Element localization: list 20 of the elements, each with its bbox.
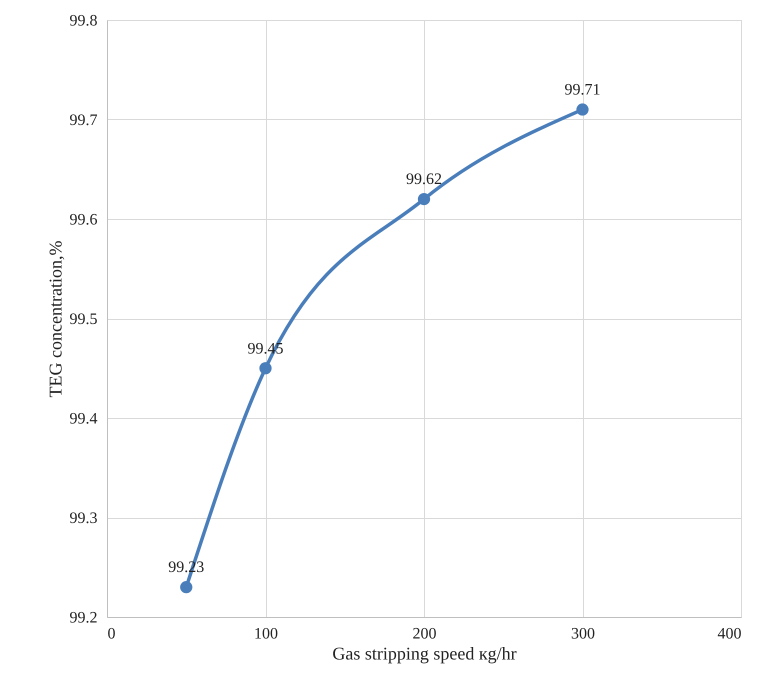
point [576,103,589,116]
point [180,581,192,594]
y-tick-label: 99.8 [70,12,98,30]
x-axis-title: Gas stripping speed кg/hr [332,644,517,664]
data-label: 99.62 [406,171,442,188]
y-axis-title: TEG concentration,% [46,240,66,398]
y-tick-label: 99.5 [70,311,98,328]
y-tick-label: 99.4 [70,410,98,428]
y-tick-label: 99.7 [70,112,98,129]
point [259,362,272,374]
x-tick-label: 100 [254,626,278,642]
x-tick-label: 0 [108,626,116,642]
x-tick-label: 200 [412,626,436,642]
data-label: 99.71 [564,82,600,99]
y-tick-label: 99.6 [70,212,98,228]
y-tick-label: 99.3 [70,510,98,527]
x-tick-label: 300 [571,626,595,642]
y-tick-label: 99.2 [70,610,98,626]
x-tick-label: 400 [718,626,742,642]
point [418,192,430,206]
